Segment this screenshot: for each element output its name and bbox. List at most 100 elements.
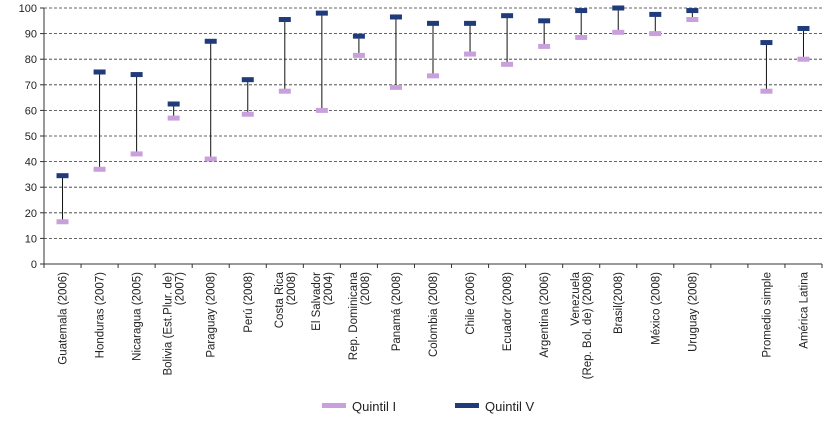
legend-label-quintil-i: Quintil I bbox=[352, 399, 396, 414]
quintil-v-marker bbox=[464, 20, 477, 26]
x-category-label: Nicaragua (2005) bbox=[132, 272, 144, 361]
quintil-i-marker bbox=[575, 34, 588, 40]
x-category-label-line: Colombia (2008) bbox=[428, 272, 440, 357]
x-category-label-line: América Latina bbox=[798, 271, 810, 348]
x-category-label-line: Honduras (2007) bbox=[95, 272, 107, 358]
x-category-label-line: Nicaragua (2005) bbox=[132, 272, 144, 361]
x-category-label-line: (2008) bbox=[360, 272, 372, 305]
x-category-label: Chile (2006) bbox=[465, 272, 477, 335]
y-tick-label: 80 bbox=[25, 54, 37, 66]
y-tick-label: 70 bbox=[25, 80, 37, 92]
x-category-label: México (2008) bbox=[650, 272, 662, 345]
x-category-label-line: (2007) bbox=[175, 272, 187, 305]
x-category-label-line: (2008) bbox=[286, 272, 298, 305]
quintil-v-marker bbox=[93, 69, 106, 75]
y-tick-label: 40 bbox=[25, 157, 37, 169]
x-category-label: Uruguay (2008) bbox=[687, 272, 699, 352]
x-category-label-line: Bolivia (Est.Plur. de) bbox=[163, 272, 175, 376]
quintil-i-marker bbox=[56, 219, 69, 225]
x-category-label: Bolivia (Est.Plur. de) (2007) bbox=[163, 272, 187, 376]
x-category-label: El Salvador (2004) bbox=[311, 272, 335, 331]
x-category-label-line: Guatemala (2006) bbox=[58, 272, 70, 365]
quintil-v-marker bbox=[56, 173, 69, 179]
quintil-i-marker bbox=[278, 88, 291, 94]
x-category-label: Venezuela (Rep. Bol. de) (2008) bbox=[570, 271, 594, 379]
quintil-i-marker bbox=[501, 61, 514, 67]
x-category-label: Ecuador (2008) bbox=[502, 272, 514, 351]
legend-swatch-quintil-i bbox=[322, 403, 346, 408]
legend-swatch-quintil-v bbox=[455, 403, 479, 408]
quintil-i-marker bbox=[538, 43, 551, 49]
x-category-label-line: Costa Rica bbox=[274, 271, 286, 328]
quintil-v-marker bbox=[130, 72, 143, 78]
quintil-v-marker bbox=[389, 14, 402, 20]
quintil-i-marker bbox=[315, 107, 328, 113]
x-category-label-line: México (2008) bbox=[650, 272, 662, 345]
x-category-label-line: Promedio simple bbox=[761, 272, 773, 358]
x-category-label: Argentina (2006) bbox=[539, 272, 551, 358]
y-tick-label: 30 bbox=[25, 182, 37, 194]
quintil-i-marker bbox=[797, 56, 810, 62]
quintil-v-marker bbox=[352, 33, 365, 39]
quintil-v-marker bbox=[538, 18, 551, 24]
quintil-i-marker bbox=[352, 52, 365, 58]
quintil-v-marker bbox=[797, 25, 810, 31]
x-category-label-line: (2004) bbox=[323, 272, 335, 305]
quintil-v-marker bbox=[427, 20, 439, 26]
x-category-label: Paraguay (2008) bbox=[206, 272, 218, 358]
y-tick-label: 10 bbox=[25, 233, 37, 245]
x-category-label-line: Argentina (2006) bbox=[539, 272, 551, 358]
quintil-v-marker bbox=[167, 101, 180, 107]
quintil-v-marker bbox=[241, 77, 254, 83]
quintil-v-marker bbox=[315, 10, 328, 16]
x-category-label-line: Chile (2006) bbox=[465, 272, 477, 335]
legend: Quintil I Quintil V bbox=[322, 399, 534, 414]
quintil-i-marker bbox=[464, 51, 477, 57]
x-category-label-line: El Salvador bbox=[311, 272, 323, 331]
x-category-label: Honduras (2007) bbox=[95, 272, 107, 358]
quintil-v-marker bbox=[649, 11, 662, 17]
x-category-labels: Guatemala (2006) Honduras (2007) Nicaragua… bbox=[58, 271, 811, 379]
y-tick-labels: 0 10 20 30 40 50 60 70 80 90 100 bbox=[19, 3, 37, 271]
range-marks bbox=[56, 5, 810, 225]
quintil-i-marker bbox=[649, 31, 662, 37]
gridlines bbox=[40, 7, 822, 265]
quintil-v-marker bbox=[686, 8, 699, 14]
quintil-i-marker bbox=[167, 115, 180, 121]
x-category-label: Colombia (2008) bbox=[428, 272, 440, 357]
axes bbox=[43, 8, 823, 268]
x-category-label-line: Venezuela bbox=[570, 271, 582, 325]
x-category-label: Promedio simple bbox=[761, 272, 773, 358]
x-category-label-line: (Rep. Bol. de) (2008) bbox=[582, 272, 594, 380]
quintil-v-marker bbox=[575, 8, 588, 14]
y-tick-label: 90 bbox=[25, 29, 37, 41]
y-tick-label: 100 bbox=[19, 3, 37, 15]
legend-label-quintil-v: Quintil V bbox=[485, 399, 534, 414]
x-category-label: América Latina bbox=[798, 271, 810, 348]
x-category-label-line: Paraguay (2008) bbox=[206, 272, 218, 358]
quintil-v-marker bbox=[278, 17, 291, 23]
quintil-i-marker bbox=[204, 156, 217, 162]
quintil-i-marker bbox=[241, 111, 254, 117]
x-category-label-line: Rep. Dominicana bbox=[348, 271, 360, 360]
x-category-label-line: Panamá (2008) bbox=[391, 272, 403, 351]
x-category-label-line: Brasil(2008) bbox=[613, 272, 625, 334]
quintil-i-marker bbox=[760, 88, 773, 94]
x-category-label-line: Uruguay (2008) bbox=[687, 272, 699, 352]
y-tick-label: 60 bbox=[25, 105, 37, 117]
quintil-i-marker bbox=[130, 151, 143, 157]
y-tick-label: 20 bbox=[25, 208, 37, 220]
x-category-label: Rep. Dominicana (2008) bbox=[348, 271, 372, 360]
quintil-i-marker bbox=[427, 73, 439, 79]
quintil-v-marker bbox=[612, 5, 625, 11]
quintil-v-marker bbox=[501, 13, 514, 19]
y-tick-label: 0 bbox=[31, 259, 37, 271]
x-category-label-line: Ecuador (2008) bbox=[502, 272, 514, 351]
quintil-i-marker bbox=[93, 166, 106, 172]
x-category-label: Guatemala (2006) bbox=[58, 272, 70, 365]
quintil-i-marker bbox=[612, 29, 625, 35]
y-tick-label: 50 bbox=[25, 131, 37, 143]
quintil-v-marker bbox=[760, 40, 773, 46]
x-category-label: Brasil(2008) bbox=[613, 272, 625, 334]
quintil-i-marker bbox=[686, 17, 699, 23]
